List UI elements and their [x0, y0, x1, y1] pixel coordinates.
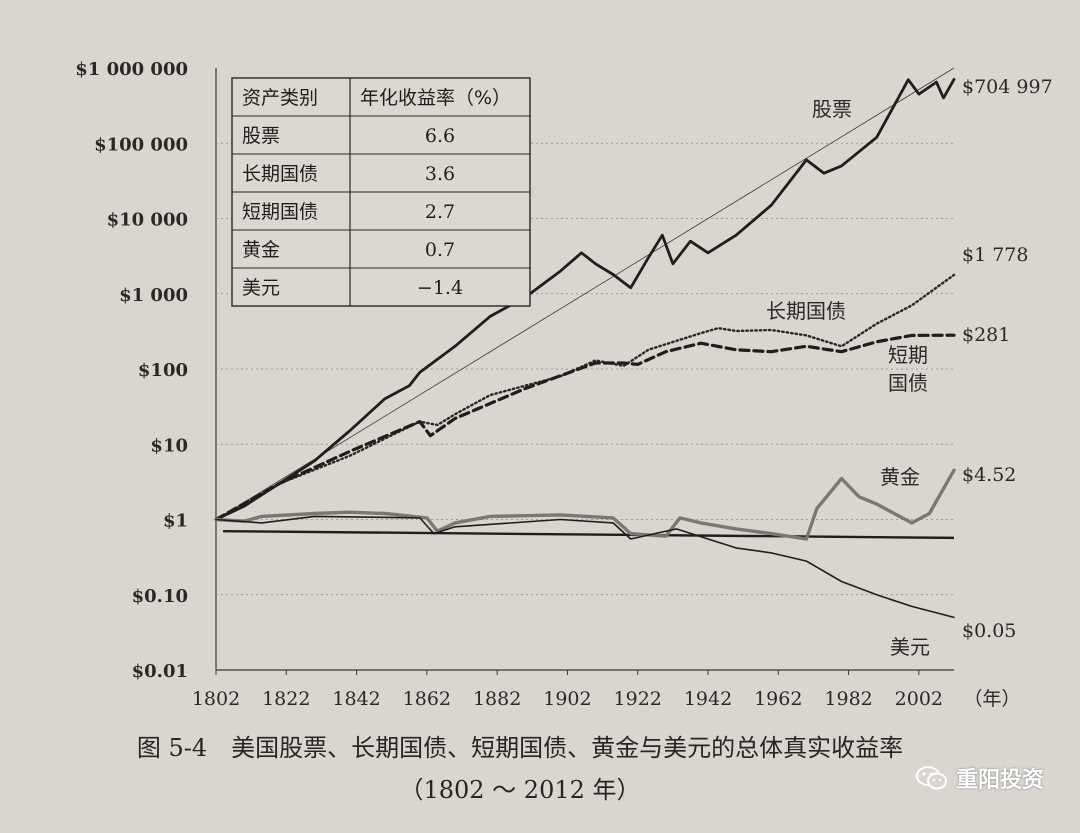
x-tick-label-0: 1802	[192, 688, 240, 710]
table-cell-asset-1: 长期国债	[242, 163, 318, 185]
inline-label-stocks: 股票	[812, 97, 852, 121]
x-tick-label-9: 1982	[824, 688, 872, 710]
figure-caption-range: （1802 ～ 2012 年）	[399, 776, 641, 804]
table-header-1: 年化收益率（%）	[360, 87, 511, 109]
y-tick-label-6: $1	[163, 511, 188, 532]
x-tick-label-5: 1902	[543, 688, 591, 710]
x-axis-unit: （年）	[963, 688, 1020, 710]
series-end-label-0: $704 997	[962, 76, 1053, 98]
y-tick-label-7: $0.10	[132, 586, 188, 607]
table-cell-asset-3: 黄金	[242, 239, 280, 261]
x-tick-label-3: 1862	[403, 688, 451, 710]
figure-caption-title: 图 5-4 美国股票、长期国债、短期国债、黄金与美元的总体真实收益率	[136, 734, 904, 762]
series-end-label-1: $1 778	[962, 244, 1028, 266]
watermark: 重阳投资	[915, 762, 1044, 794]
y-tick-label-0: $1 000 000	[75, 59, 188, 80]
table-header-0: 资产类别	[242, 87, 318, 109]
series-line-2	[214, 333, 956, 522]
table-cell-return-1: 3.6	[425, 163, 455, 185]
inline-label-gold: 黄金	[880, 465, 920, 489]
x-tick-label-2: 1842	[332, 688, 380, 710]
series-end-label-2: $281	[962, 324, 1010, 346]
table-cell-return-0: 6.6	[425, 125, 455, 147]
chart-svg: $1 000 000 $100 000 $10 000 $1 000 $100 $10 $1…	[75, 59, 1053, 710]
series-end-label-4: $0.05	[962, 620, 1016, 642]
wechat-icon	[915, 766, 947, 790]
x-tick-label-10: 2002	[895, 688, 943, 710]
y-tick-label-8: $0.01	[132, 661, 188, 682]
table-cell-return-4: −1.4	[417, 277, 463, 299]
series-line-3	[214, 468, 956, 541]
series-line-4	[215, 515, 955, 619]
series-line-0	[214, 78, 956, 521]
table-cell-return-3: 0.7	[425, 239, 455, 261]
y-tick-label-3: $1 000	[119, 285, 188, 306]
baseline-line	[223, 529, 955, 540]
table-cell-asset-0: 股票	[242, 125, 280, 147]
stock-trend-line	[215, 67, 955, 520]
table-cell-return-2: 2.7	[425, 201, 455, 223]
series-line-1	[214, 273, 956, 521]
inline-label-bills-2: 国债	[888, 371, 928, 395]
y-tick-label-1: $100 000	[94, 134, 188, 155]
series-end-label-3: $4.52	[962, 464, 1016, 486]
y-tick-label-2: $10 000	[107, 210, 188, 231]
x-tick-label-8: 1962	[754, 688, 802, 710]
x-tick-label-4: 1882	[473, 688, 521, 710]
inline-label-bills-1: 短期	[888, 343, 928, 367]
x-tick-label-6: 1922	[614, 688, 662, 710]
y-tick-label-4: $100	[138, 360, 188, 381]
inline-label-dollar: 美元	[890, 635, 930, 659]
inline-label-bonds: 长期国债	[766, 299, 846, 323]
x-tick-label-7: 1942	[684, 688, 732, 710]
x-tick-label-1: 1822	[262, 688, 310, 710]
y-tick-label-5: $10	[150, 435, 188, 456]
watermark-text: 重阳投资	[955, 768, 1044, 793]
table-cell-asset-2: 短期国债	[242, 201, 318, 223]
table-cell-asset-4: 美元	[242, 277, 280, 299]
